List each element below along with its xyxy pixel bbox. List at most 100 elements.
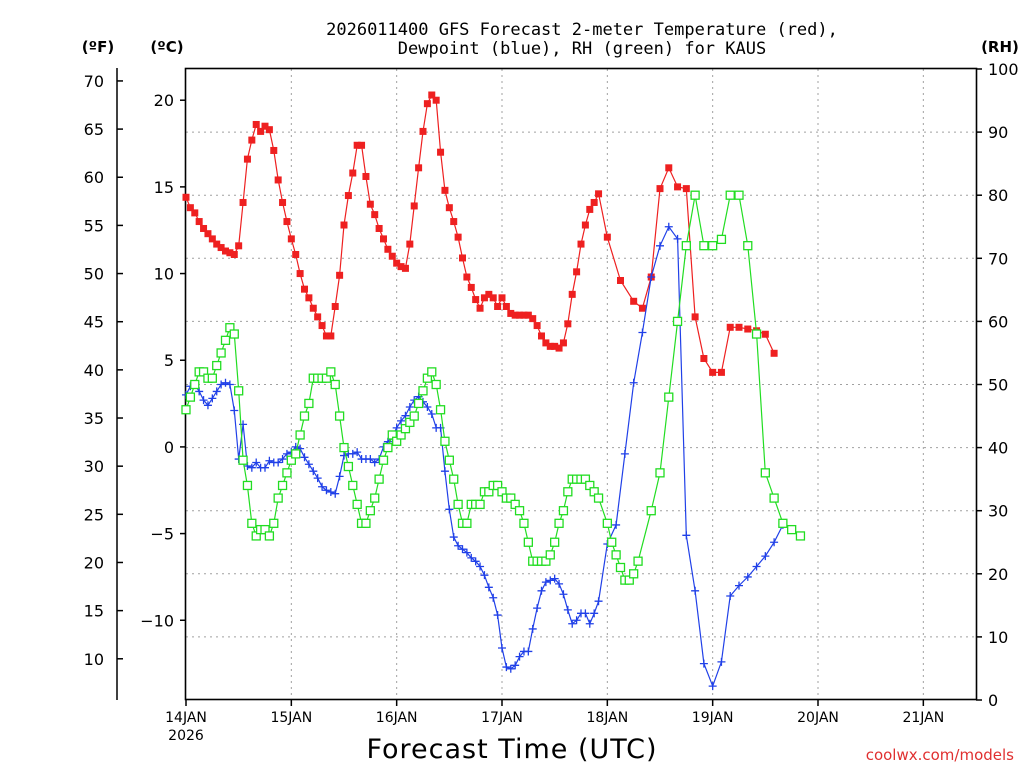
rh-point: [475, 499, 485, 510]
rh-tick-label: 60: [988, 312, 1008, 331]
temperature-point: [410, 202, 418, 210]
rh-tick-label: 70: [988, 249, 1008, 268]
celsius-unit-label: (ºC): [150, 38, 183, 56]
dewpoint-point: [247, 463, 256, 472]
temperature-point: [309, 304, 317, 312]
rh-point: [760, 468, 770, 478]
dewpoint-point: [691, 586, 700, 595]
temperature-point: [279, 198, 287, 206]
rh-point: [690, 190, 700, 200]
temperature-point: [529, 315, 537, 323]
rh-point: [444, 455, 454, 465]
temperature-point: [226, 249, 234, 257]
temperature-point: [498, 294, 506, 302]
rh-tick-label: 90: [988, 123, 1008, 142]
temperature-point: [538, 332, 545, 340]
rh-tick-label: 80: [988, 186, 1008, 205]
dewpoint-point: [199, 396, 208, 405]
rh-point: [453, 499, 463, 510]
rh-point: [185, 392, 196, 402]
rh-point: [602, 518, 612, 528]
temperature-point: [397, 263, 405, 271]
credit-watermark[interactable]: coolwx.com/models: [866, 746, 1014, 764]
rh-point: [409, 411, 419, 421]
temperature-point: [494, 302, 502, 310]
rh-point: [304, 398, 314, 409]
temperature-point: [331, 302, 339, 310]
rh-point: [326, 367, 336, 377]
rh-point: [716, 234, 727, 245]
temperature-point: [428, 91, 436, 99]
dewpoint-point: [743, 572, 752, 581]
rh-point: [545, 550, 555, 560]
rh-point: [795, 531, 806, 541]
dewpoint-point: [217, 380, 226, 389]
temperature-point: [581, 221, 589, 229]
dewpoint-point: [664, 222, 673, 231]
rh-point: [725, 190, 735, 200]
dewpoint-point: [708, 682, 717, 691]
fahrenheit-unit-label: (ºF): [82, 38, 114, 56]
temperature-point: [630, 297, 638, 305]
dewpoint-point: [568, 619, 577, 628]
rh-point: [220, 335, 231, 345]
dewpoint-point: [629, 378, 638, 387]
rh-point: [427, 367, 437, 377]
temperature-point: [230, 250, 238, 258]
temperature-point: [371, 211, 379, 219]
temperature-point: [700, 354, 708, 362]
temperature-point: [358, 141, 366, 149]
rh-point: [563, 487, 573, 497]
x-tick-label: 21JAN: [902, 710, 944, 726]
rh-tick-label: 20: [988, 565, 1008, 584]
fahrenheit-tick-label: 20: [84, 553, 104, 572]
x-tick-label: 14JAN: [165, 710, 207, 726]
rh-point: [607, 537, 617, 547]
dewpoint-point: [467, 553, 476, 562]
temperature-point: [709, 368, 717, 376]
fahrenheit-tick-label: 65: [84, 120, 104, 139]
temperature-point: [665, 164, 673, 172]
x-tick-label: 15JAN: [270, 710, 312, 726]
temperature-point: [344, 192, 352, 200]
celsius-tick-label: 0: [164, 438, 174, 457]
temperature-point: [217, 244, 225, 252]
dewpoint-point: [304, 460, 313, 469]
dewpoint-point: [506, 664, 515, 673]
temperature-point: [445, 204, 453, 212]
rh-point: [672, 316, 683, 327]
rh-point: [787, 524, 797, 535]
rh-point: [269, 518, 279, 528]
dewpoint-point: [471, 557, 480, 566]
temperature-point: [437, 148, 445, 156]
rh-point: [550, 537, 560, 547]
dewpoint-point: [590, 609, 599, 618]
series-layer: [181, 91, 806, 691]
temperature-point: [239, 198, 247, 206]
rh-point: [238, 455, 248, 465]
dewpoint-point: [682, 531, 691, 540]
rh-point: [216, 348, 226, 358]
temperature-point: [480, 294, 488, 302]
x-tick-label: 16JAN: [376, 710, 418, 726]
temperature-point: [542, 339, 550, 347]
dewpoint-point: [309, 467, 318, 476]
dewpoint-point: [594, 597, 603, 606]
rh-point: [699, 241, 709, 251]
fahrenheit-tick-label: 40: [84, 361, 104, 380]
temperature-point: [586, 205, 594, 213]
rh-point: [514, 506, 525, 516]
x-tick-label: 18JAN: [586, 710, 628, 726]
rh-point: [611, 550, 621, 560]
temperature-point: [415, 164, 423, 172]
temperature-point: [301, 285, 308, 293]
temperature-point: [274, 176, 282, 184]
temperature-point: [182, 193, 190, 201]
rh-point: [277, 480, 288, 491]
dewpoint-point: [524, 647, 533, 656]
temperature-point: [283, 218, 291, 226]
temperature-point: [507, 309, 515, 317]
rh-point: [778, 518, 788, 528]
temperature-point: [195, 218, 203, 226]
